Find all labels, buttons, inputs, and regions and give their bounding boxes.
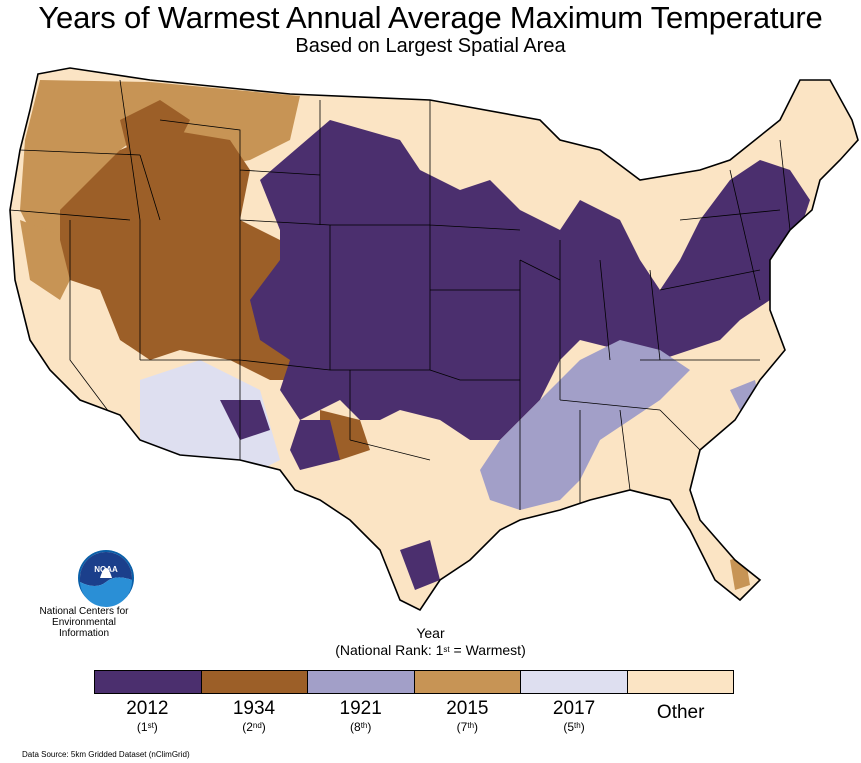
legend-rank: (5th) [563,720,585,734]
center-name: National Centers for Environmental Infor… [39,606,129,639]
legend-subtitle-sup: st [443,645,450,654]
legend-color-bar [94,670,734,694]
us-temperature-map [9,67,859,611]
page-title: Years of Warmest Annual Average Maximum … [38,0,823,35]
legend-subtitle-suffix: = Warmest) [449,642,526,658]
legend-swatch-other [627,671,733,693]
legend-year: 1934 [232,698,276,719]
legend-swatch-1934 [201,671,308,693]
legend-year: 2012 [126,698,169,719]
page-subtitle: Based on Largest Spatial Area [295,35,566,57]
legend-rank: (2nd) [242,720,266,734]
legend-title: Year [416,625,445,641]
legend-swatch-2015 [414,671,521,693]
legend-rank: (7th) [456,720,479,734]
legend-item-other: Other [627,698,734,734]
legend-item-2015: 2015 (7th) [414,698,521,734]
legend-subtitle: (National Rank: 1st = Warmest) [0,642,861,659]
legend-item-1934: 1934 (2nd) [201,698,308,734]
legend-year: 1921 [339,698,382,719]
legend-item-2017: 2017 (5th) [521,698,628,734]
legend-year: 2017 [552,698,596,719]
legend-swatch-1921 [308,671,415,693]
legend-rank: (8th) [350,720,372,734]
legend-item-1921: 1921 (8th) [307,698,414,734]
legend-rank: (1st) [136,720,158,734]
legend-swatch-2017 [521,671,628,693]
legend-labels: 2012 (1st) 1934 (2nd) 1921 (8th) 2015 (7… [94,698,734,734]
legend-year: 2015 [446,698,489,719]
noaa-logo-text: NOAA [94,565,118,574]
legend-year: Other [656,702,705,723]
legend-item-2012: 2012 (1st) [94,698,201,734]
noaa-logo: NOAA [78,550,134,608]
legend-subtitle-prefix: (National Rank: 1 [335,642,444,658]
legend-swatch-2012 [95,671,202,693]
data-source: Data Source: 5km Gridded Dataset (nClimG… [22,750,190,759]
